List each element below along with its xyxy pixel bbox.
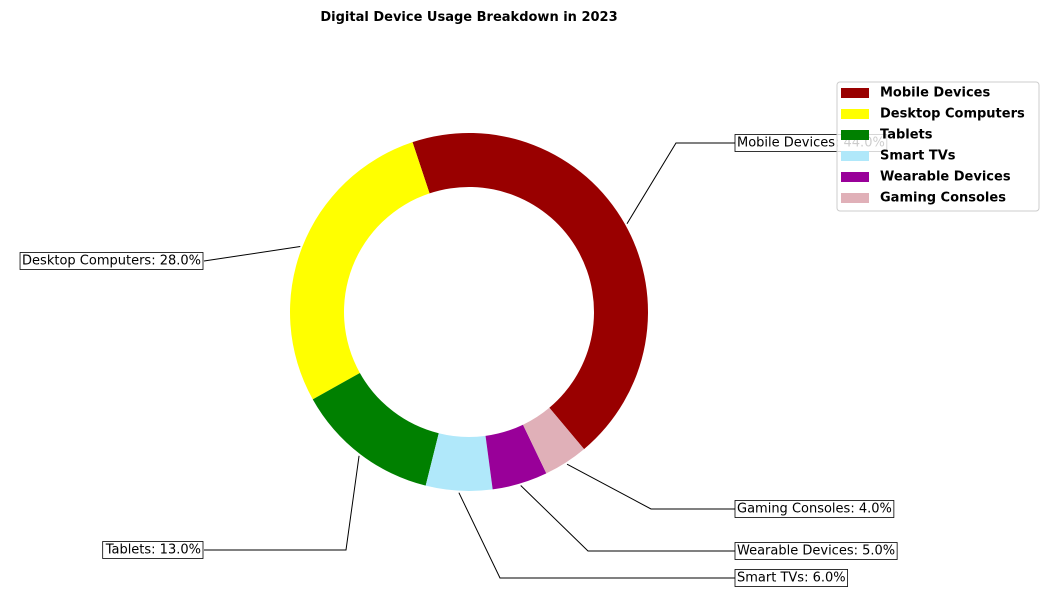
callout-label-gaming-consoles: Gaming Consoles: 4.0% <box>737 502 892 517</box>
callout-line-desktop-computers <box>203 246 301 262</box>
legend-label-mobile-devices: Mobile Devices <box>880 86 990 101</box>
legend-label-wearable-devices: Wearable Devices <box>880 170 1011 185</box>
legend-swatch-mobile-devices <box>841 88 869 98</box>
legend-swatch-smart-tvs <box>841 151 869 161</box>
callout-line-tablets <box>204 455 360 551</box>
legend-label-tablets: Tablets <box>880 128 933 143</box>
callout-box-wearable-devices <box>734 542 898 560</box>
slice-desktop-computers <box>290 142 430 400</box>
callout-label-tablets: Tablets: 13.0% <box>105 543 201 558</box>
callout-label-desktop-computers: Desktop Computers: 28.0% <box>22 254 201 269</box>
callout-box-smart-tvs <box>734 569 849 587</box>
callout-line-smart-tvs <box>458 492 735 579</box>
legend-swatch-tablets <box>841 130 869 140</box>
callout-box-gaming-consoles <box>734 500 895 518</box>
legend-label-desktop-computers: Desktop Computers <box>880 107 1025 122</box>
slice-wearable-devices <box>485 424 547 490</box>
callout-box-desktop-computers <box>19 252 204 270</box>
callout-box-tablets <box>102 541 204 559</box>
slice-mobile-devices <box>412 133 648 450</box>
callout-line-gaming-consoles <box>566 463 735 510</box>
slice-gaming-consoles <box>523 407 585 474</box>
legend-swatch-desktop-computers <box>841 109 869 119</box>
legend-swatch-gaming-consoles <box>841 193 869 203</box>
legend-frame <box>836 81 1040 212</box>
legend: Mobile Devices Desktop Computers Tablets Sm… <box>836 81 1040 212</box>
slice-callouts: Mobile Devices: 44.0%Desktop Computers: … <box>19 134 898 587</box>
donut-slices <box>290 133 648 491</box>
callout-label-wearable-devices: Wearable Devices: 5.0% <box>737 544 895 559</box>
slice-tablets <box>312 372 439 486</box>
callout-label-smart-tvs: Smart TVs: 6.0% <box>737 571 846 586</box>
legend-swatch-wearable-devices <box>841 172 869 182</box>
slice-smart-tvs <box>425 433 493 491</box>
callout-line-wearable-devices <box>520 485 735 552</box>
callout-line-mobile-devices <box>626 142 735 224</box>
chart-title: Digital Device Usage Breakdown in 2023 <box>320 10 617 25</box>
legend-label-gaming-consoles: Gaming Consoles <box>880 191 1006 206</box>
legend-label-smart-tvs: Smart TVs <box>880 149 956 164</box>
